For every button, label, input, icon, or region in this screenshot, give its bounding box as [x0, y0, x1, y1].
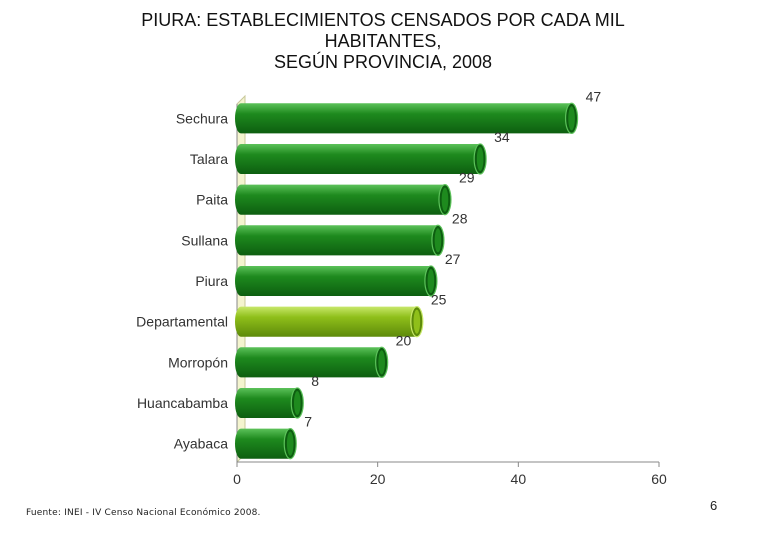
category-label: Sullana [181, 232, 228, 248]
category-label: Talara [190, 151, 228, 167]
bar-end-cap-inner [476, 146, 484, 172]
bar-body [235, 306, 423, 337]
value-labels: 47 34 29 28 27 25 20 8 7 [304, 88, 601, 429]
category-label: Huancabamba [137, 395, 228, 411]
bars [235, 102, 579, 460]
x-tick-label: 0 [233, 471, 241, 487]
value-label: 34 [494, 129, 510, 145]
page-number: 6 [710, 498, 718, 513]
value-label: 47 [586, 88, 602, 104]
bar-sechura [235, 102, 579, 134]
bar-sullana [235, 224, 445, 256]
title-line-3: SEGÚN PROVINCIA, 2008 [273, 52, 493, 72]
category-labels: Sechura Talara Paita Sullana Piura Departamen… [136, 110, 228, 451]
value-label: 28 [452, 210, 468, 226]
category-label: Piura [195, 273, 228, 289]
bar-end-cap-inner [441, 187, 449, 212]
bar-body [235, 143, 487, 175]
value-label: 29 [459, 170, 475, 186]
bar-end-cap-inner [427, 268, 435, 294]
bar-piura [235, 265, 438, 297]
bar-paita [235, 184, 452, 216]
source-note: Fuente: INEI - IV Censo Nacional Económi… [26, 508, 261, 518]
value-label: 7 [304, 414, 312, 430]
x-tick-label: 20 [370, 471, 386, 487]
x-tick-label: 60 [651, 471, 667, 487]
bar-body [235, 347, 388, 378]
bar-body [235, 265, 437, 297]
value-label: 27 [445, 251, 461, 267]
title-line-2: HABITANTES, [324, 31, 442, 51]
bar-body [235, 225, 444, 256]
bar-huancabamba [235, 387, 304, 419]
bar-end-cap-inner [378, 350, 385, 375]
value-label: 20 [396, 332, 412, 348]
bar-body [235, 387, 304, 419]
bar-body [235, 428, 297, 459]
bar-ayabaca [235, 428, 297, 460]
chart-title: PIURA: ESTABLECIMIENTOS CENSADOS POR CAD… [80, 10, 686, 73]
bar-end-cap-inner [413, 309, 421, 334]
category-label: Paita [196, 192, 228, 208]
bar-talara [235, 143, 487, 175]
bar-morrop-n [235, 346, 389, 378]
category-label: Sechura [176, 110, 228, 126]
value-label: 8 [311, 373, 319, 389]
bar-end-cap-inner [568, 106, 575, 131]
category-label: Ayabaca [174, 436, 228, 452]
category-label: Morropón [168, 354, 228, 370]
bar-body [235, 103, 578, 134]
bar-end-cap-inner [286, 431, 294, 456]
bar-body [235, 184, 451, 215]
value-label: 25 [431, 292, 447, 308]
category-label: Departamental [136, 314, 228, 330]
bar-end-cap-inner [434, 228, 442, 253]
bar-departamental [235, 306, 424, 338]
x-tick-label: 40 [511, 471, 527, 487]
title-line-1: PIURA: ESTABLECIMIENTOS CENSADOS POR CAD… [141, 10, 625, 30]
bar-end-cap-inner [293, 390, 301, 416]
